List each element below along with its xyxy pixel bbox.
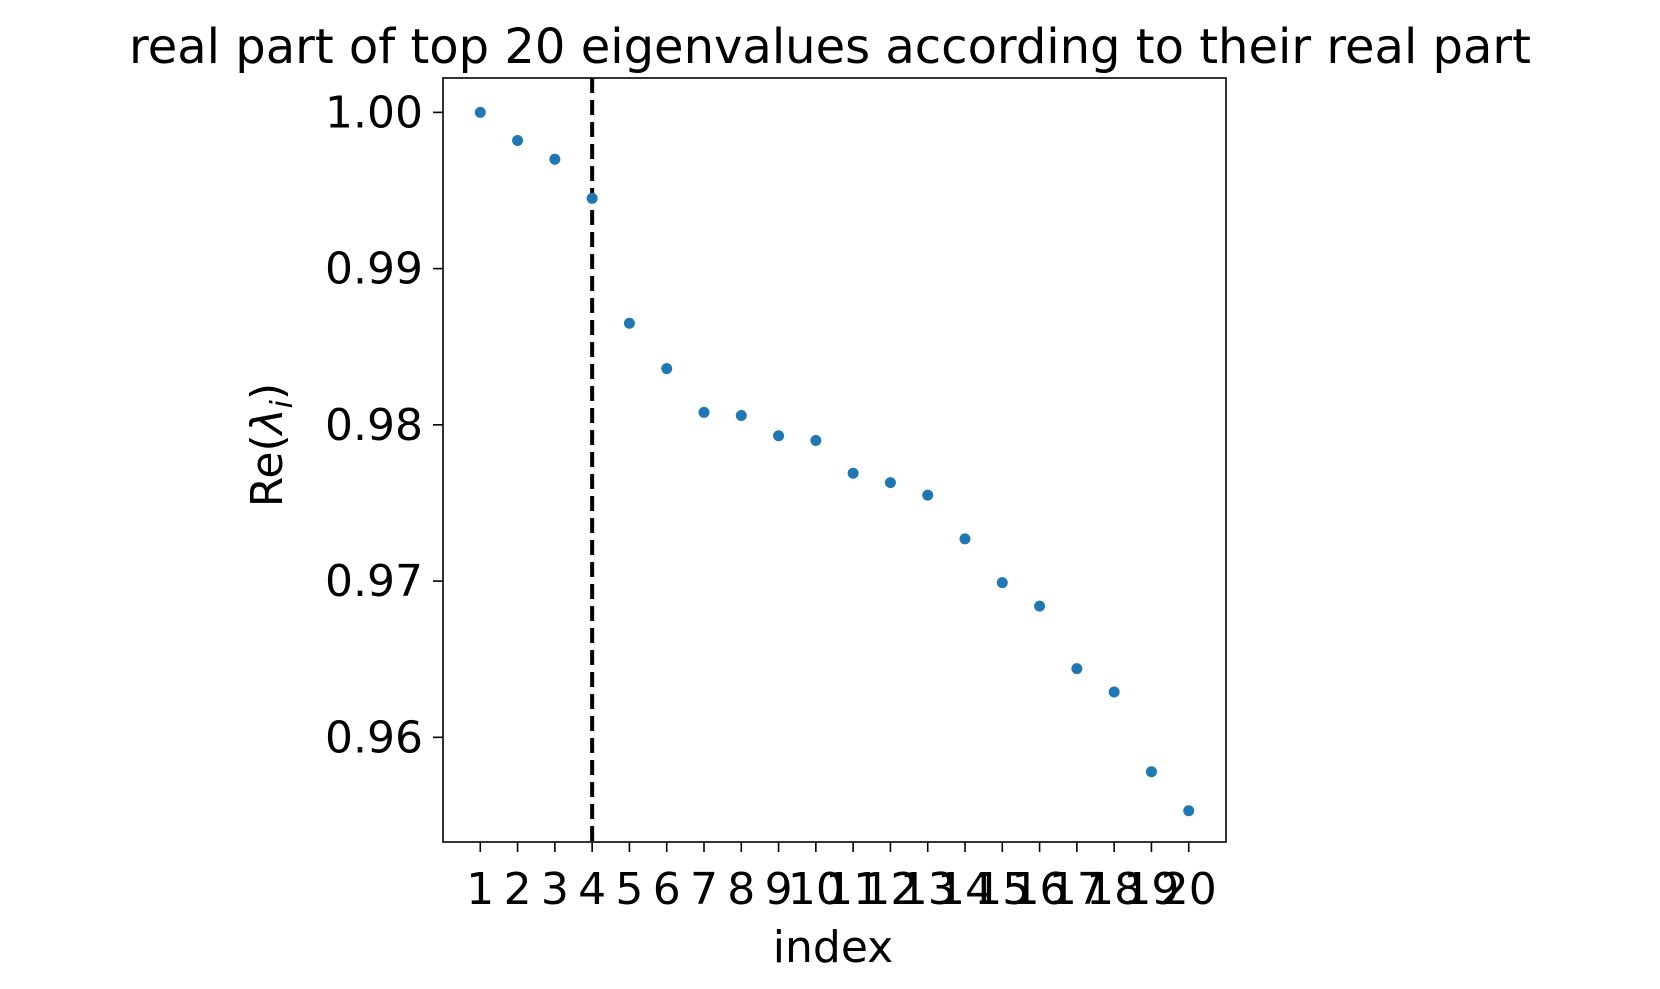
x-tick-label: 10 — [788, 864, 844, 915]
x-tick-label: 7 — [690, 864, 718, 915]
x-tick-label: 12 — [862, 864, 918, 915]
y-axis-label-suffix: ) — [242, 383, 293, 400]
axes-frame — [442, 77, 1227, 843]
x-tick-label: 19 — [1123, 864, 1179, 915]
data-point — [474, 106, 486, 118]
x-tick-label: 14 — [937, 864, 993, 915]
x-tick-label: 6 — [653, 864, 681, 915]
y-tick-label: 1.00 — [325, 87, 423, 138]
data-point — [773, 430, 785, 442]
data-point — [1145, 766, 1157, 778]
x-tick-label: 15 — [974, 864, 1030, 915]
x-tick-label: 20 — [1161, 864, 1217, 915]
x-tick-label: 16 — [1012, 864, 1068, 915]
y-axis-label-subscript: i — [265, 399, 300, 408]
data-point — [512, 134, 524, 146]
y-axis-label-prefix: Re( — [242, 434, 293, 507]
x-tick-label: 11 — [825, 864, 881, 915]
data-point — [586, 192, 598, 204]
data-point — [884, 477, 896, 489]
x-tick-label: 18 — [1086, 864, 1142, 915]
y-axis-label: Re(λi) — [242, 383, 300, 507]
data-point — [1071, 663, 1083, 675]
y-tick-label: 0.98 — [325, 400, 423, 451]
data-point — [810, 434, 822, 446]
x-tick-label: 5 — [615, 864, 643, 915]
data-point — [1034, 600, 1046, 612]
x-tick-label: 17 — [1049, 864, 1105, 915]
y-tick-label: 0.96 — [325, 712, 423, 763]
x-tick-label: 1 — [466, 864, 494, 915]
plot-area: 1 2 3 4 5 6 7 8 910111213141516171819200.960.970… — [325, 77, 1227, 915]
x-axis-label: index — [773, 922, 893, 973]
data-point — [1183, 805, 1195, 817]
y-tick-label: 0.97 — [325, 556, 423, 607]
data-point — [623, 317, 635, 329]
chart-title: real part of top 20 eigenvalues accordin… — [129, 19, 1531, 75]
data-point — [735, 409, 747, 421]
data-point — [549, 153, 561, 165]
x-tick-label: 13 — [900, 864, 956, 915]
data-point — [661, 363, 673, 375]
y-axis-label-symbol: λ — [242, 408, 293, 436]
x-tick-label: 8 — [727, 864, 755, 915]
x-tick-label: 9 — [765, 864, 793, 915]
x-tick-label: 3 — [541, 864, 569, 915]
data-point — [1108, 686, 1120, 698]
y-tick-label: 0.99 — [325, 244, 423, 295]
data-point — [698, 406, 710, 418]
data-point — [922, 489, 934, 501]
data-point — [847, 467, 859, 479]
x-tick-label: 4 — [578, 864, 606, 915]
data-point — [996, 577, 1008, 589]
x-tick-label: 2 — [504, 864, 532, 915]
data-point — [959, 533, 971, 545]
